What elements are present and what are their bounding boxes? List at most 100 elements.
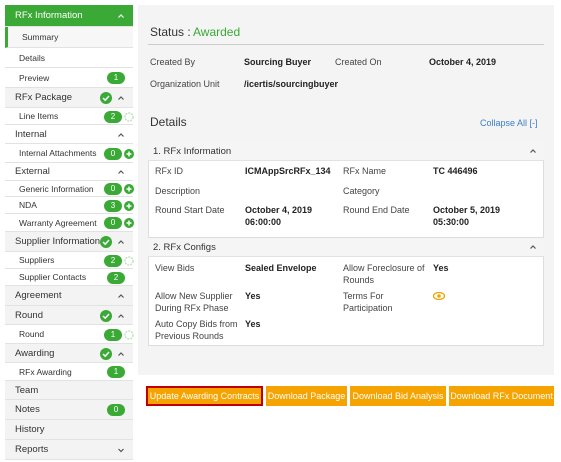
section-header: [148, 141, 544, 161]
sidebar-item[interactable]: Team: [5, 381, 133, 400]
sidebar-item[interactable]: Supplier Information: [5, 232, 133, 252]
sidebar-item[interactable]: Round: [5, 325, 133, 344]
sidebar-label: RFx Awarding: [19, 367, 72, 377]
field-label: RFx Name: [343, 166, 387, 176]
sidebar-item[interactable]: Notes: [5, 400, 133, 420]
chevron-up: [115, 290, 127, 302]
sidebar-label: Line Items: [19, 111, 59, 121]
field-value: 06:00:00: [245, 217, 282, 227]
field-label: Round Start Date: [155, 205, 225, 215]
divider: [148, 44, 544, 45]
field-value: TC 446496: [433, 166, 478, 176]
sidebar-item[interactable]: Supplier Contacts: [5, 269, 133, 286]
field-label: Terms For Participation: [343, 291, 393, 313]
action-button[interactable]: Update Awarding Contracts: [146, 386, 263, 406]
badge: 1: [104, 328, 122, 341]
field-label: RFx ID: [155, 166, 183, 176]
field-value: 05:30:00: [433, 217, 470, 227]
field-label: Organization Unit: [150, 79, 220, 89]
sidebar-item[interactable]: Internal: [5, 125, 133, 144]
check-icon: [100, 236, 112, 248]
field-label: Auto Copy Bids from Previous Rounds: [155, 319, 238, 341]
chevron-up: [115, 92, 127, 104]
refresh-icon: [123, 329, 135, 341]
sidebar-label: Generic Information: [19, 184, 94, 194]
field-value: Sourcing Buyer: [244, 57, 312, 67]
chevron-up: [115, 166, 127, 178]
sidebar-label: Preview: [19, 73, 50, 83]
sidebar-item[interactable]: Round: [5, 306, 133, 325]
field-value: ICMAppSrcRFx_134: [245, 166, 331, 176]
chevron-up: [115, 348, 127, 360]
check-icon: [100, 347, 112, 360]
sidebar-label: NDA: [19, 200, 37, 210]
sidebar-item[interactable]: Warranty Agreement: [5, 214, 133, 232]
refresh-icon: [123, 111, 135, 123]
details-title: Details: [150, 115, 187, 129]
action-button[interactable]: Download Bid Analysis: [350, 386, 446, 406]
section-title: 2. RFx Configs: [153, 242, 216, 253]
status-value: Awarded: [193, 25, 241, 39]
chevron-down: [115, 444, 127, 456]
sidebar-label: RFx Package: [15, 92, 73, 103]
sidebar-item[interactable]: Summary: [5, 27, 133, 48]
section-header: [148, 237, 544, 257]
field-value: Yes: [245, 319, 261, 329]
sidebar-item[interactable]: RFx Awarding: [5, 363, 133, 381]
field-label: View Bids: [155, 263, 195, 273]
chevron-up: [527, 145, 539, 157]
sidebar-label: External: [15, 166, 50, 177]
sidebar-item[interactable]: Preview: [5, 68, 133, 88]
sidebar-item[interactable]: External: [5, 163, 133, 181]
sidebar-item[interactable]: Internal Attachments: [5, 144, 133, 163]
badge: 0: [104, 183, 122, 195]
field-label: Created By: [150, 57, 196, 67]
badge: 1: [107, 366, 125, 378]
sidebar-item[interactable]: NDA: [5, 197, 133, 214]
sidebar-label: Agreement: [15, 290, 62, 301]
refresh-icon: [123, 255, 135, 267]
field-value: October 4, 2019: [245, 205, 313, 215]
sidebar-label: Suppliers: [19, 255, 55, 265]
sidebar-item[interactable]: Details: [5, 48, 133, 68]
sidebar-item[interactable]: RFx Information: [5, 5, 133, 27]
action-button[interactable]: Download RFx Document: [449, 386, 554, 406]
field-value: Sealed Envelope: [245, 263, 317, 273]
section-title: 1. RFx Information: [153, 146, 232, 157]
sidebar-label: Supplier Contacts: [19, 272, 87, 282]
action-button[interactable]: Download Package: [266, 386, 347, 406]
status-label: Status :: [150, 25, 191, 39]
sidebar-item[interactable]: Reports: [5, 440, 133, 460]
sidebar-item[interactable]: Awarding: [5, 344, 133, 363]
field-label: Category: [343, 186, 380, 196]
field-value: /icertis/sourcingbuyer: [244, 79, 339, 89]
sidebar-item[interactable]: Generic Information: [5, 181, 133, 197]
sidebar-label: Reports: [15, 444, 49, 455]
sidebar-label: Internal: [15, 129, 47, 140]
sidebar-item[interactable]: RFx Package: [5, 88, 133, 108]
collapse-all[interactable]: Collapse All [-]: [480, 118, 538, 128]
badge: 2: [104, 254, 122, 267]
sidebar-item[interactable]: Suppliers: [5, 252, 133, 269]
field-label: Round End Date: [343, 205, 410, 215]
chevron-up: [115, 10, 127, 22]
sidebar-item[interactable]: History: [5, 420, 133, 440]
sidebar-label: Notes: [15, 404, 40, 415]
check-icon: [100, 309, 112, 322]
badge: 1: [107, 72, 125, 84]
view-icon: [432, 290, 446, 302]
chevron-up: [115, 129, 127, 141]
field-value: October 5, 2019: [433, 205, 501, 215]
badge: 0: [104, 217, 122, 229]
add-icon: [123, 148, 135, 160]
add-icon: [123, 183, 135, 195]
sidebar-item[interactable]: Agreement: [5, 286, 133, 306]
sidebar-label: Round: [19, 329, 45, 339]
badge: 3: [104, 199, 122, 212]
field-value: October 4, 2019: [429, 57, 497, 67]
chevron-up: [115, 310, 127, 322]
sidebar-item[interactable]: Line Items: [5, 108, 133, 125]
chevron-up: [527, 241, 539, 253]
field-label: Allow Foreclosure of Rounds: [343, 263, 425, 285]
